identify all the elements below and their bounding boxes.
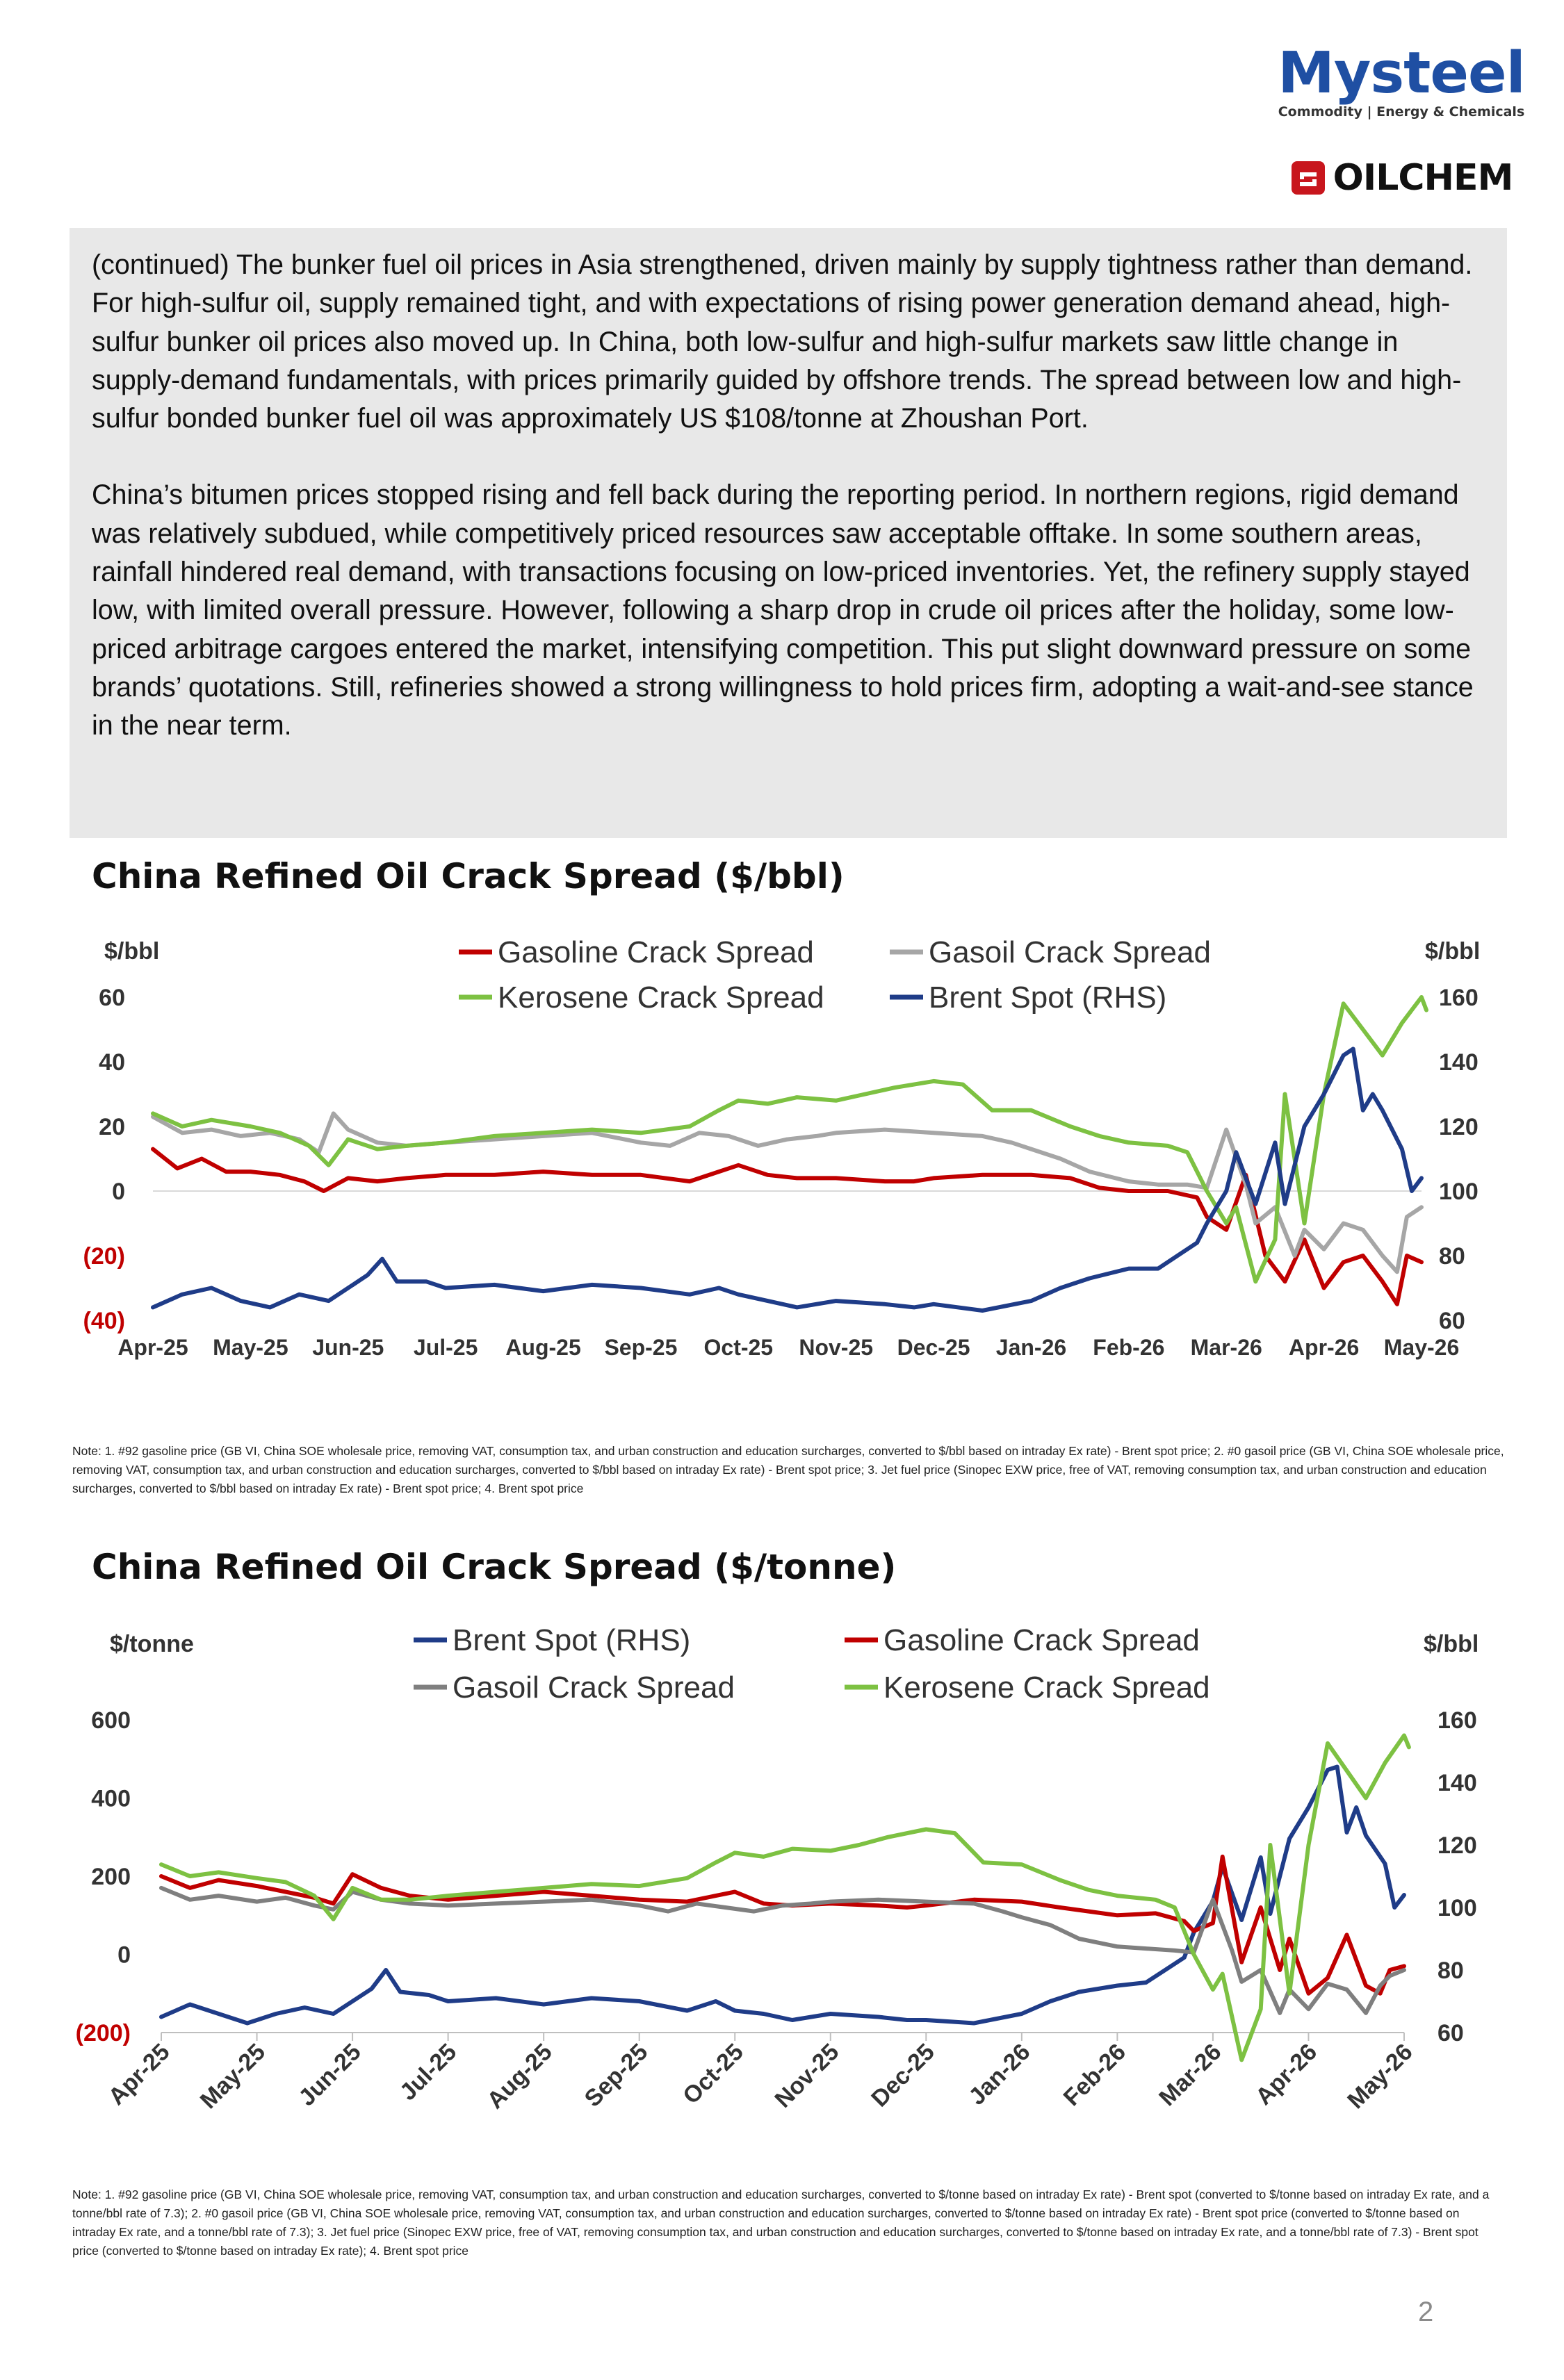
- y-tick-right: 120: [1437, 1832, 1477, 1859]
- summary-paragraph-2: China’s bitumen prices stopped rising an…: [92, 479, 1474, 741]
- oilchem-brand: OILCHEM: [1333, 157, 1514, 199]
- x-tick-label: Apr-25: [117, 1335, 188, 1360]
- x-tick-label: Apr-25: [104, 2039, 175, 2110]
- y-tick-left: (40): [83, 1308, 125, 1334]
- x-tick-label: May-26: [1342, 2039, 1417, 2114]
- legend-label-gasoline-crack-spread: Gasoline Crack Spread: [883, 1623, 1200, 1657]
- series-line-kerosene-crack-spread: [159, 1733, 1411, 2062]
- x-tick-label: Jan-26: [996, 1335, 1066, 1360]
- x-tick-label: May-25: [195, 2039, 270, 2114]
- x-tick-label: Feb-26: [1093, 1335, 1164, 1360]
- chart-tonne-title: China Refined Oil Crack Spread ($/tonne): [92, 1547, 897, 1587]
- series-line-brent-spot-rhs: [159, 1764, 1406, 2026]
- legend-label-gasoil-crack-spread: Gasoil Crack Spread: [929, 935, 1211, 969]
- series-line-gasoil-crack-spread: [151, 1111, 1424, 1274]
- series-line-gasoline-crack-spread: [159, 1854, 1406, 1996]
- legend-label-gasoline-crack-spread: Gasoline Crack Spread: [498, 935, 814, 969]
- x-tick-label: Oct-25: [678, 2039, 749, 2110]
- y-tick-right: 160: [1439, 985, 1479, 1011]
- y-tick-right: 100: [1439, 1179, 1479, 1205]
- y-tick-right: 140: [1437, 1770, 1477, 1796]
- x-tick-label: Sep-25: [580, 2039, 653, 2112]
- legend-label-kerosene-crack-spread: Kerosene Crack Spread: [883, 1671, 1210, 1705]
- legend-label-brent-spot-rhs: Brent Spot (RHS): [929, 980, 1166, 1015]
- x-tick-label: Oct-25: [704, 1335, 774, 1360]
- oilchem-logo: OILCHEM: [1276, 157, 1526, 199]
- legend-label-gasoil-crack-spread: Gasoil Crack Spread: [453, 1671, 735, 1705]
- y-tick-right: 60: [1437, 2020, 1464, 2046]
- legend-label-brent-spot-rhs: Brent Spot (RHS): [453, 1623, 690, 1657]
- mysteel-tagline: Commodity | Energy & Chemicals: [1278, 104, 1525, 120]
- y-tick-right: 160: [1437, 1707, 1477, 1734]
- chart-bbl-title: China Refined Oil Crack Spread ($/bbl): [92, 856, 845, 896]
- mysteel-logo: Mysteel Commodity | Energy & Chemicals: [1276, 42, 1526, 120]
- x-tick-label: Jun-25: [312, 1335, 384, 1360]
- x-tick-label: Mar-26: [1154, 2039, 1226, 2111]
- y-tick-right: 140: [1439, 1049, 1479, 1076]
- mysteel-brand: Mysteel: [1278, 40, 1525, 106]
- y-tick-right: 80: [1437, 1958, 1464, 1984]
- y-tick-left: 0: [117, 1942, 131, 1969]
- x-tick-label: Jan-26: [963, 2039, 1035, 2110]
- chart-tonne-note: Note: 1. #92 gasoline price (GB VI, Chin…: [72, 2188, 1490, 2258]
- y-axis-unit-left: $/tonne: [110, 1631, 194, 1657]
- x-tick-label: Dec-25: [866, 2039, 940, 2112]
- x-tick-label: Nov-25: [769, 2039, 844, 2113]
- x-tick-label: May-25: [213, 1335, 288, 1360]
- chart-bbl-note: Note: 1. #92 gasoline price (GB VI, Chin…: [72, 1444, 1504, 1495]
- x-tick-label: May-26: [1384, 1335, 1460, 1360]
- y-tick-left: 60: [99, 985, 125, 1011]
- chart-tonne: $/tonne $/bbl 600 400 200 0 (200) 160 140 120 100 8…: [76, 1623, 1479, 2114]
- y-tick-left: 200: [91, 1864, 131, 1890]
- y-tick-left: (20): [83, 1243, 125, 1270]
- y-tick-left: 400: [91, 1786, 131, 1812]
- legend-label-kerosene-crack-spread: Kerosene Crack Spread: [498, 980, 824, 1015]
- x-tick-label: Feb-26: [1059, 2039, 1131, 2111]
- x-tick-label: Jul-25: [414, 1335, 478, 1360]
- series-line-gasoil-crack-spread: [159, 1885, 1406, 2015]
- y-axis-unit-right: $/bbl: [1424, 1631, 1479, 1657]
- y-tick-left: (200): [76, 2020, 131, 2046]
- y-tick-right: 60: [1439, 1308, 1465, 1334]
- x-tick-label: Nov-25: [799, 1335, 873, 1360]
- page-number: 2: [1418, 2297, 1434, 2327]
- y-tick-right: 120: [1439, 1114, 1479, 1140]
- series-line-brent-spot-rhs: [151, 1047, 1424, 1313]
- y-tick-left: 600: [91, 1707, 131, 1734]
- x-tick-label: Apr-26: [1289, 1335, 1359, 1360]
- x-tick-label: Aug-25: [482, 2039, 557, 2114]
- y-tick-left: 40: [99, 1049, 125, 1076]
- y-tick-left: 0: [112, 1179, 125, 1205]
- y-axis-unit-left: $/bbl: [104, 938, 159, 965]
- oilchem-mark-icon: [1291, 161, 1325, 195]
- y-axis-unit-right: $/bbl: [1425, 938, 1480, 965]
- x-tick-label: Sep-25: [604, 1335, 677, 1360]
- summary-paragraph-1: (continued) The bunker fuel oil prices i…: [92, 249, 1473, 434]
- x-tick-label: Dec-25: [897, 1335, 970, 1360]
- y-tick-right: 80: [1439, 1243, 1465, 1270]
- summary-box: (continued) The bunker fuel oil prices i…: [70, 228, 1507, 838]
- chart-bbl: $/bbl $/bbl 60 40 20 0 (20) (40) 160 140 120 100 80 6…: [83, 935, 1481, 1360]
- x-tick-label: Aug-25: [505, 1335, 580, 1360]
- y-tick-left: 20: [99, 1114, 125, 1140]
- x-tick-label: Jun-25: [293, 2039, 366, 2111]
- x-tick-label: Jul-25: [395, 2039, 462, 2106]
- y-tick-right: 100: [1437, 1895, 1477, 1921]
- series-line-gasoline-crack-spread: [151, 1147, 1424, 1306]
- x-tick-label: Mar-26: [1191, 1335, 1262, 1360]
- x-tick-label: Apr-26: [1251, 2039, 1322, 2110]
